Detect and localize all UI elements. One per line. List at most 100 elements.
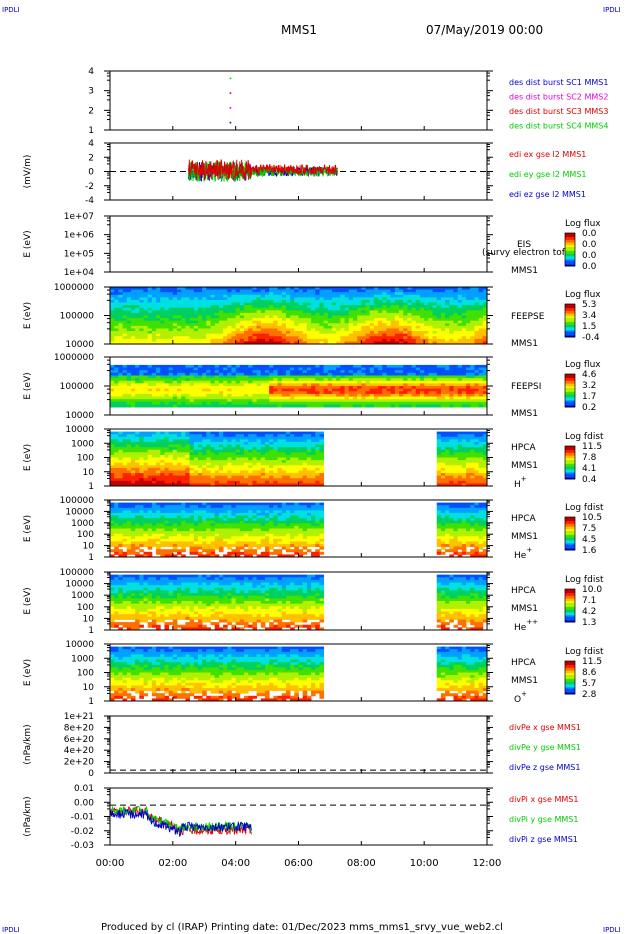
hpca_h-cell <box>466 444 471 448</box>
feepse-cell <box>235 289 241 293</box>
hpca_h-cell <box>264 480 270 484</box>
feepsi-cell <box>273 383 278 387</box>
feepsi-colorbar-cell <box>565 386 575 389</box>
feepse-cell <box>445 310 450 314</box>
hpca_h-cell <box>244 431 249 435</box>
feepse-cell <box>373 315 379 319</box>
hpca_h-cell <box>311 475 316 479</box>
feepse-cell <box>264 307 270 311</box>
feepsi-cell <box>214 372 220 376</box>
hpca_h-cell <box>197 467 203 471</box>
feepse-cell <box>231 323 237 327</box>
feepse-cell <box>390 341 396 345</box>
hpca_h-cell <box>114 473 119 477</box>
hpca_h-cell <box>231 460 237 464</box>
feepsi-cell <box>185 375 190 379</box>
feepsi-cell <box>206 396 211 400</box>
feepse-cell <box>411 333 417 337</box>
feepsi-cell <box>294 401 299 405</box>
feepse-cell <box>281 287 287 290</box>
feepse-cell <box>457 323 463 327</box>
feepsi-cell <box>168 375 174 379</box>
feepse-cell <box>482 302 488 306</box>
feepse-cell <box>424 325 429 329</box>
feepsi-cell <box>394 393 400 397</box>
feepse-cell <box>248 310 253 314</box>
feepsi-cell <box>336 404 341 408</box>
hpca_h-cell <box>264 460 270 464</box>
hpca_h-cell <box>114 431 119 435</box>
hpca_h-cell <box>193 467 199 471</box>
feepsi-cell <box>332 393 337 397</box>
feepsi-cell <box>340 401 345 405</box>
hpca_h-cell <box>130 465 136 469</box>
feepse-cell <box>428 323 433 327</box>
hpca_h-cell <box>139 467 144 471</box>
hpca_h-cell <box>440 470 446 474</box>
eis-ytick: 1e+05 <box>64 249 94 259</box>
feepse-cell <box>428 312 433 316</box>
feepsi-cell <box>415 367 421 371</box>
feepse-cell <box>273 341 278 345</box>
hpca_h-cell <box>193 462 199 466</box>
feepsi-cell <box>327 388 333 392</box>
feepse-cell <box>227 292 232 296</box>
feepsi-cell <box>403 401 408 405</box>
eis-colorbar-cell <box>565 246 575 249</box>
feepse-cell <box>348 289 354 293</box>
hpca_h-cell <box>156 467 161 471</box>
feepsi-cell <box>160 391 165 395</box>
feepsi-cell <box>352 386 358 390</box>
feepse-cell <box>424 297 429 301</box>
feepsi-cell <box>407 380 412 384</box>
hpca_h-cell <box>185 473 190 477</box>
feepse-cell <box>432 325 438 329</box>
feepsi-cell <box>118 401 123 405</box>
feepse-cell <box>151 325 157 329</box>
feepsi-cell <box>332 378 337 382</box>
feepse-cell <box>336 292 341 296</box>
hpca_h-cell <box>110 454 115 458</box>
hpca_h-cell <box>118 473 123 477</box>
feepsi-cell <box>428 399 433 403</box>
feepsi-cell <box>302 396 308 400</box>
feepsi-cell <box>482 364 488 368</box>
feepsi-cell <box>181 404 186 408</box>
feepse-cell <box>210 305 216 309</box>
hpca_h-cell <box>311 441 316 445</box>
feepsi-cell <box>478 401 484 405</box>
feepsi-cell <box>168 378 174 382</box>
feepse-cell <box>394 341 400 345</box>
feepse-cell <box>139 325 144 329</box>
feepse-cell <box>357 312 362 316</box>
feepse-cell <box>302 292 308 296</box>
hpca_h-cell <box>319 439 325 443</box>
feepse-cell <box>436 323 442 327</box>
feepsi-cell <box>256 383 262 387</box>
feepse-cell <box>135 299 140 303</box>
feepse-cell <box>394 312 400 316</box>
feepsi-cell <box>244 391 249 395</box>
feepse-cell <box>436 336 442 340</box>
feepse-cell <box>415 325 421 329</box>
feepse-cell <box>378 287 383 290</box>
feepsi-cell <box>323 388 329 392</box>
feepse-cell <box>110 338 115 342</box>
burst-ytick: 1 <box>88 126 94 136</box>
feepse-cell <box>294 333 299 337</box>
hpca_h-cell <box>231 475 237 479</box>
hpca_h-cell <box>130 483 136 487</box>
hpca_h-cell <box>294 470 299 474</box>
feepse-cell <box>428 305 433 309</box>
feepsi-cell <box>223 401 228 405</box>
feepsi-colorbar-cell <box>565 383 575 386</box>
feepse-colorbar-cell <box>565 327 575 330</box>
feepsi-colorbar-cell <box>565 404 575 407</box>
hpca_h-cell <box>214 431 220 435</box>
feepse-cell <box>352 331 358 335</box>
feepse-cell <box>361 312 366 316</box>
feepse-cell <box>461 297 467 301</box>
burst-point <box>229 107 232 109</box>
hpca_h-cell <box>218 475 224 479</box>
feepsi-cell <box>411 388 417 392</box>
